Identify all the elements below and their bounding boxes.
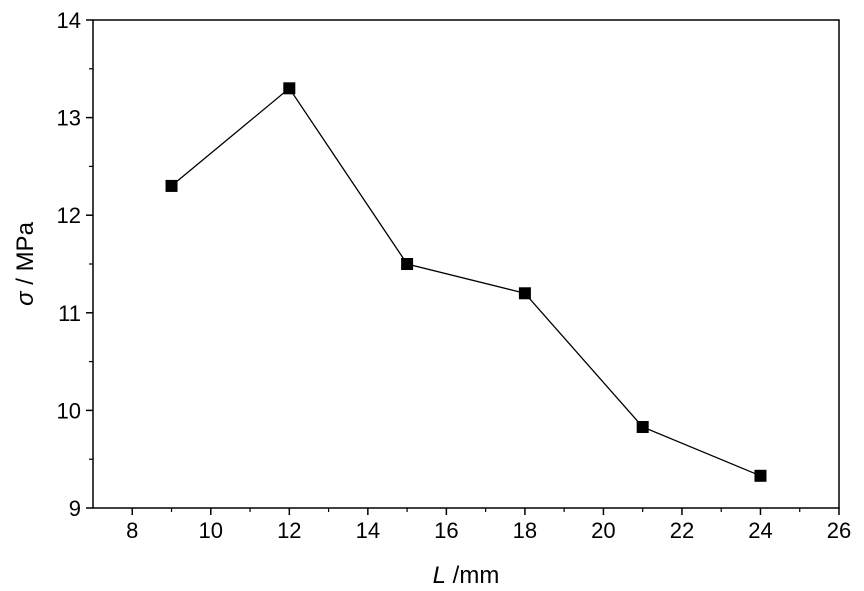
y-axis-title: σ / MPa bbox=[12, 221, 39, 305]
x-axis-ticks: 8 10 12 14 16 18 20 22 24 26 bbox=[126, 508, 851, 543]
x-tick-label: 26 bbox=[827, 518, 851, 543]
x-tick-label: 22 bbox=[670, 518, 694, 543]
series-group bbox=[165, 82, 767, 482]
x-axis-unit: /mm bbox=[446, 562, 499, 589]
y-tick-label: 11 bbox=[58, 301, 81, 326]
y-tick-label: 9 bbox=[69, 496, 81, 521]
x-axis-title: L /mm bbox=[433, 562, 500, 589]
data-point-marker bbox=[636, 420, 649, 433]
y-tick-label: 14 bbox=[57, 8, 81, 33]
y-axis-symbol: σ bbox=[12, 290, 39, 306]
data-point-marker bbox=[518, 287, 531, 300]
x-tick-label: 24 bbox=[748, 518, 772, 543]
y-tick-label: 10 bbox=[57, 398, 81, 423]
y-axis-ticks: 9 10 11 12 13 14 bbox=[57, 8, 93, 521]
y-tick-label: 13 bbox=[57, 106, 81, 131]
x-tick-label: 8 bbox=[126, 518, 138, 543]
x-tick-label: 12 bbox=[277, 518, 301, 543]
data-point-marker bbox=[401, 258, 414, 270]
x-axis-symbol: L bbox=[433, 562, 446, 589]
x-tick-label: 16 bbox=[434, 518, 458, 543]
data-point-marker bbox=[754, 469, 767, 482]
x-tick-label: 14 bbox=[356, 518, 380, 543]
x-tick-label: 18 bbox=[513, 518, 537, 543]
x-tick-label: 20 bbox=[591, 518, 615, 543]
x-tick-label: 10 bbox=[199, 518, 223, 543]
data-point-marker bbox=[165, 179, 178, 192]
y-axis-unit: / MPa bbox=[12, 221, 39, 291]
data-point-marker bbox=[283, 82, 296, 95]
plot-frame bbox=[92, 19, 840, 509]
series-line bbox=[171, 87, 761, 477]
y-tick-label: 12 bbox=[57, 203, 81, 228]
